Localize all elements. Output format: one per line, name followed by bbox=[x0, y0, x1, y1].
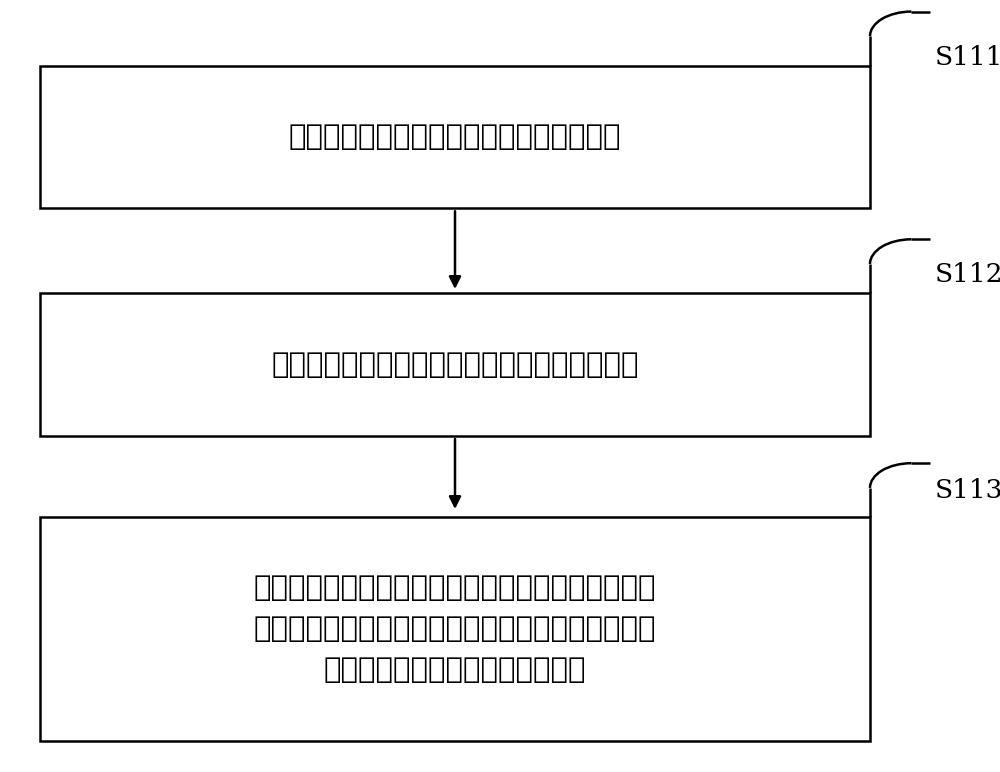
Text: 确定电力系统的时间断面的多个状态特征量: 确定电力系统的时间断面的多个状态特征量 bbox=[289, 123, 621, 151]
Text: S113: S113 bbox=[935, 478, 1000, 503]
Text: S112: S112 bbox=[935, 262, 1000, 286]
Bar bbox=[40, 517, 870, 741]
Bar bbox=[40, 66, 870, 208]
Text: 基于目标参量，对电力系统的历史时间段内的时间断
面中的初始状态特征量进行筛选，以使得到的历史时
间断面中的状态特征量为目标参量: 基于目标参量，对电力系统的历史时间段内的时间断 面中的初始状态特征量进行筛选，以… bbox=[254, 574, 656, 685]
Bar bbox=[40, 293, 870, 436]
Text: 按照预设规则从多个状态特征量中筛选目标参量: 按照预设规则从多个状态特征量中筛选目标参量 bbox=[271, 350, 639, 379]
Text: S111: S111 bbox=[935, 46, 1000, 70]
